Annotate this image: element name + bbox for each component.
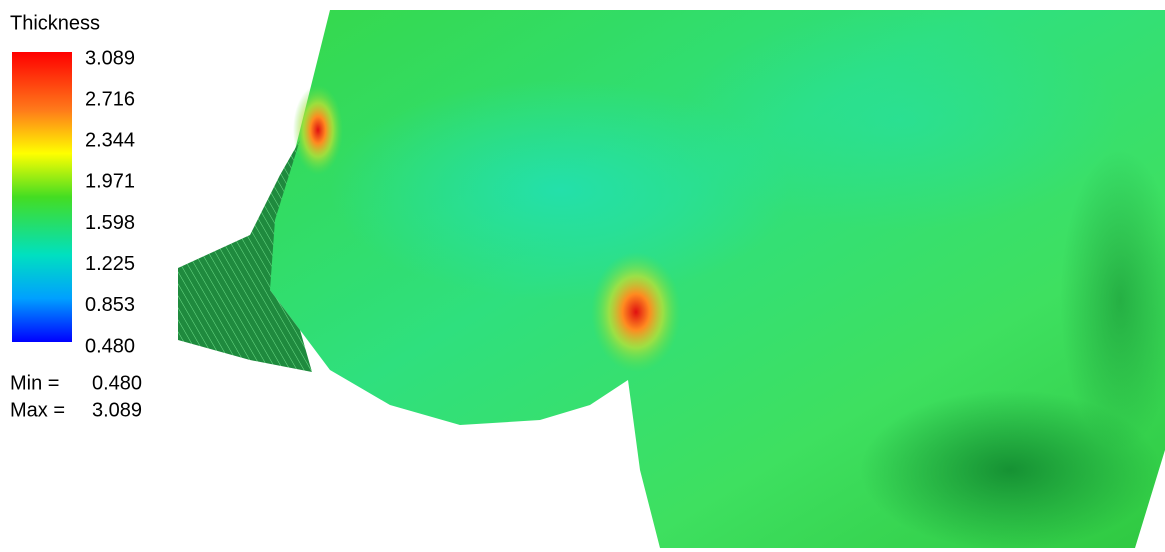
stat-label: Max = — [10, 399, 65, 421]
thin-zone — [680, 10, 1120, 230]
legend-label: 1.225 — [85, 253, 135, 275]
thin-zone — [330, 80, 790, 300]
legend-labels: 3.089 2.716 2.344 1.971 1.598 1.225 0.853 0.480 — [85, 47, 135, 357]
legend-label: 2.716 — [85, 88, 135, 110]
shadow-zone — [1060, 150, 1165, 450]
shadow-zone — [860, 390, 1160, 550]
legend-label: 0.480 — [85, 335, 135, 357]
hotspot — [591, 252, 681, 372]
legend-title: Thickness — [10, 12, 100, 34]
color-bar — [12, 52, 72, 342]
stat-value: 0.480 — [92, 372, 142, 394]
stat-value: 3.089 — [92, 399, 142, 421]
legend-label: 1.971 — [85, 171, 135, 193]
legend-label: 0.853 — [85, 294, 135, 316]
hotspot — [293, 85, 343, 175]
legend-label: 2.344 — [85, 130, 135, 152]
stat-label: Min = — [10, 372, 59, 394]
fold — [178, 140, 312, 372]
legend-label: 1.598 — [85, 212, 135, 234]
legend-label: 3.089 — [85, 47, 135, 69]
legend-stats: Min = 0.480 Max = 3.089 — [10, 372, 142, 421]
